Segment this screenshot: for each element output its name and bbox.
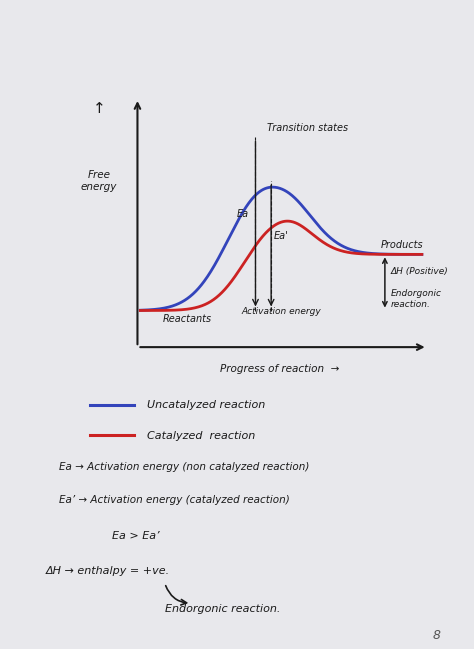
Text: ΔH (Positive): ΔH (Positive) [391, 267, 448, 276]
Text: 8: 8 [433, 630, 441, 643]
Text: Ea’ → Activation energy (catalyzed reaction): Ea’ → Activation energy (catalyzed react… [59, 495, 290, 506]
Text: Reactants: Reactants [163, 313, 212, 323]
Text: Products: Products [381, 240, 423, 251]
Text: Catalyzed  reaction: Catalyzed reaction [147, 431, 255, 441]
Text: Endorgonic reaction.: Endorgonic reaction. [165, 604, 280, 614]
Text: Ea: Ea [237, 208, 249, 219]
Text: Activation energy: Activation energy [241, 307, 321, 316]
Text: Endorgonic
reaction.: Endorgonic reaction. [391, 289, 442, 309]
Text: Progress of reaction  →: Progress of reaction → [220, 363, 339, 374]
Text: Ea': Ea' [274, 230, 289, 241]
Text: ↑: ↑ [93, 101, 105, 116]
Text: Uncatalyzed reaction: Uncatalyzed reaction [147, 400, 265, 410]
Text: Free
energy: Free energy [81, 171, 117, 192]
Text: Ea → Activation energy (non catalyzed reaction): Ea → Activation energy (non catalyzed re… [59, 462, 310, 472]
Text: Transition states: Transition states [267, 123, 348, 133]
Text: Ea > Ea’: Ea > Ea’ [112, 531, 159, 541]
Text: ΔH → enthalpy = +ve.: ΔH → enthalpy = +ve. [46, 566, 170, 576]
